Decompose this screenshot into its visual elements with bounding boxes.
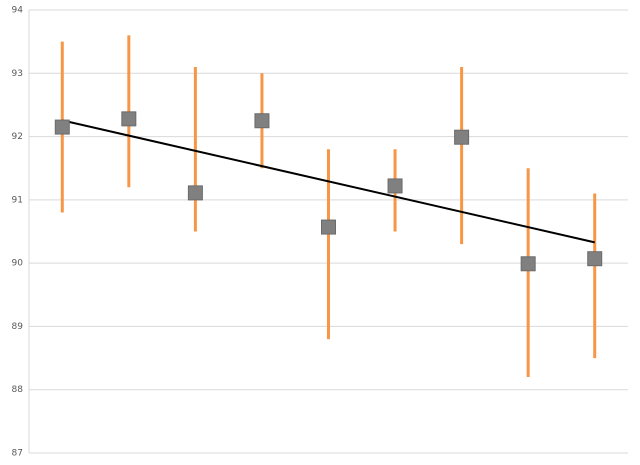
y-tick-label: 89 [12,322,24,332]
y-tick-label: 88 [12,385,24,395]
marker [187,185,203,201]
y-tick-label: 92 [12,132,23,142]
marker [321,219,336,235]
marker [254,113,270,129]
marker [387,178,403,194]
y-tick-label: 93 [12,69,23,79]
marker [121,111,137,127]
marker [454,129,470,145]
y-tick-label: 87 [12,449,23,459]
marker [520,256,536,272]
marker [587,251,603,267]
y-tick-label: 90 [12,259,24,269]
y-tick-label: 94 [12,6,24,16]
y-tick-label: 91 [12,195,23,205]
trend-line [62,119,595,244]
marker [54,119,70,135]
